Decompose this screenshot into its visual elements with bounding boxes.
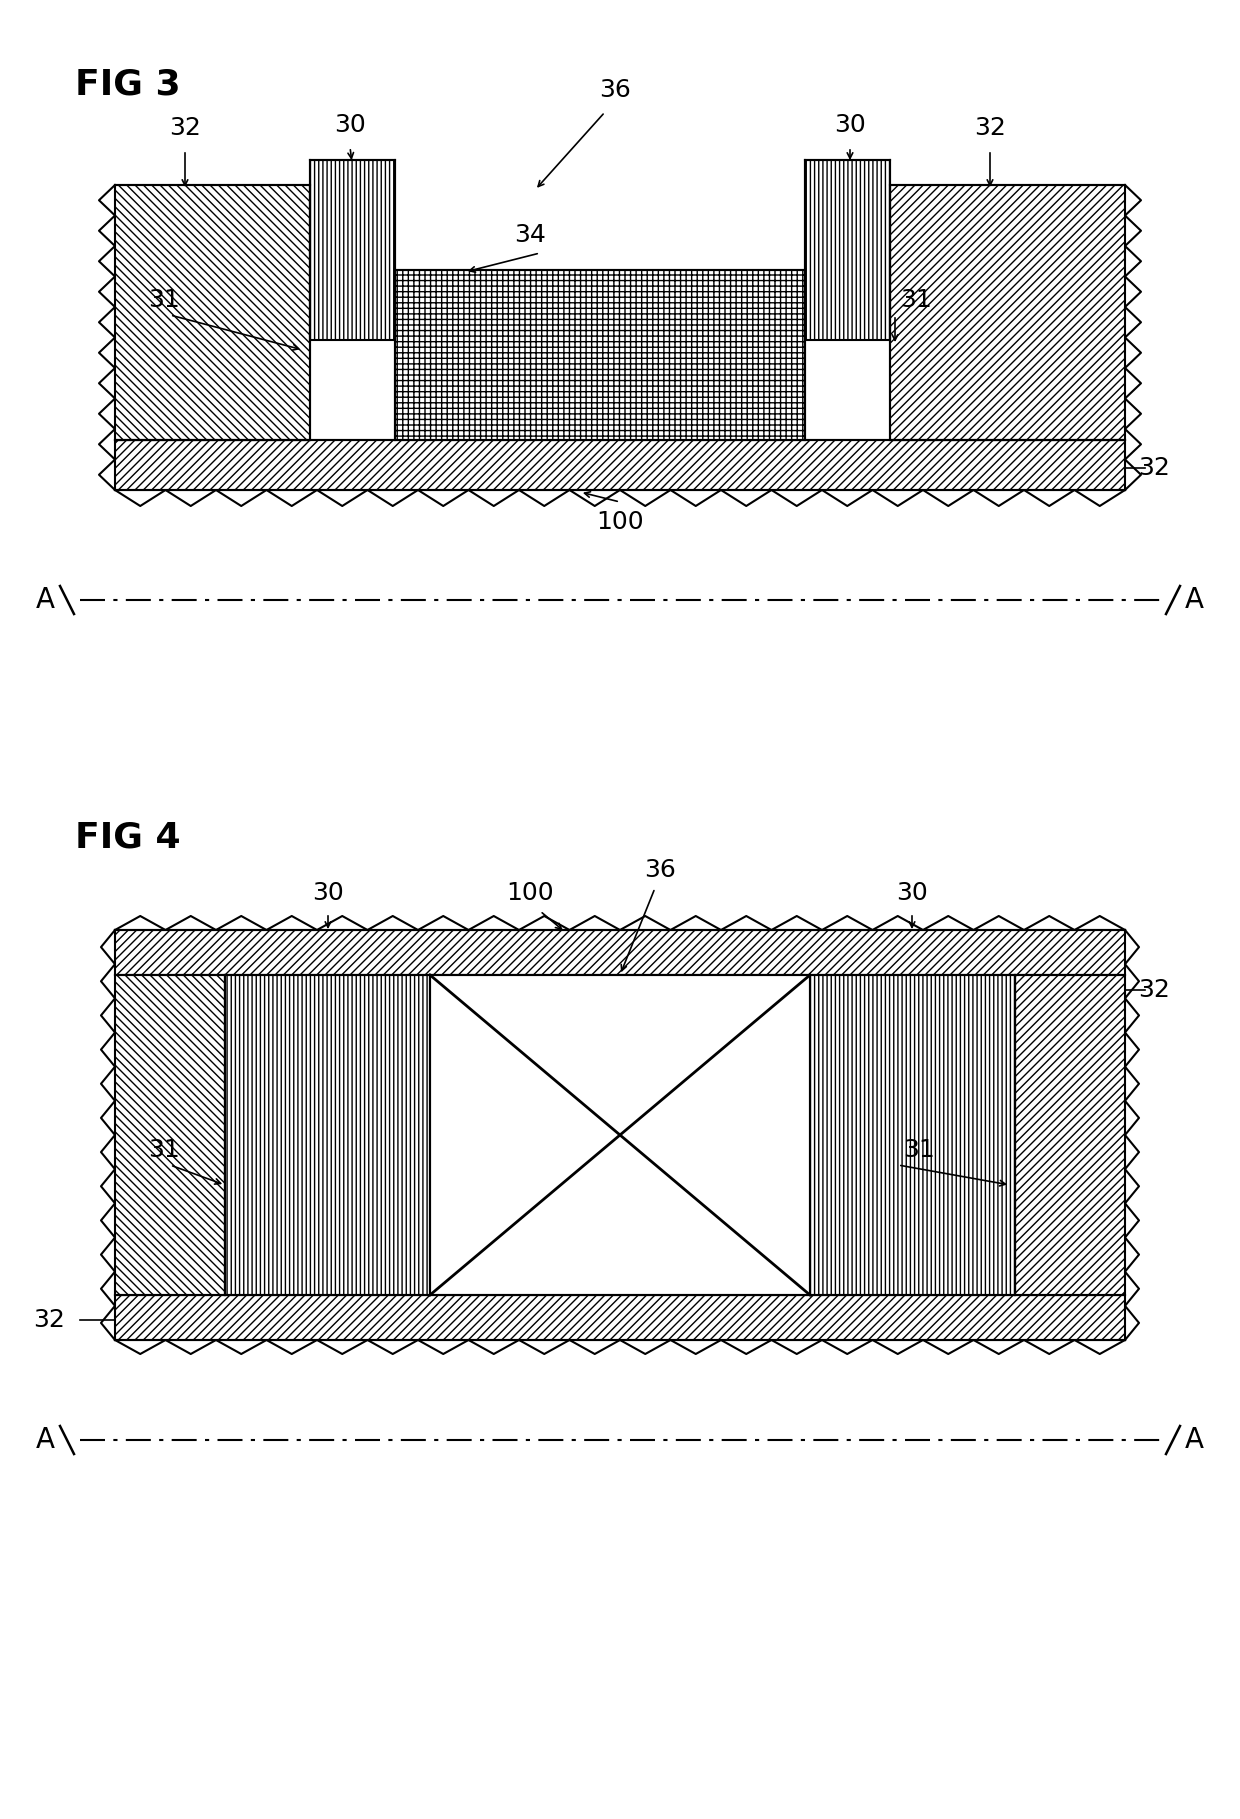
- Bar: [810, 975, 1016, 1295]
- Bar: [396, 269, 805, 440]
- Text: 34: 34: [515, 224, 546, 247]
- Bar: [115, 930, 1125, 975]
- Text: 36: 36: [644, 859, 676, 882]
- Bar: [115, 440, 1125, 489]
- Text: 100: 100: [506, 880, 554, 906]
- Text: A: A: [36, 586, 55, 615]
- Text: 31: 31: [903, 1139, 935, 1162]
- Text: 30: 30: [312, 880, 343, 906]
- Bar: [1016, 975, 1125, 1295]
- Text: 32: 32: [1138, 457, 1169, 480]
- Text: 36: 36: [599, 78, 631, 102]
- Text: A: A: [1185, 1426, 1204, 1453]
- Bar: [310, 160, 396, 340]
- Text: FIG 3: FIG 3: [74, 67, 181, 102]
- Text: 32: 32: [169, 116, 201, 140]
- Text: 32: 32: [1138, 979, 1169, 1002]
- Text: 30: 30: [334, 113, 366, 136]
- Bar: [890, 186, 1125, 440]
- Text: 30: 30: [835, 113, 866, 136]
- Bar: [430, 975, 810, 1295]
- Text: 31: 31: [148, 287, 180, 313]
- Bar: [115, 1295, 1125, 1341]
- Text: FIG 4: FIG 4: [74, 820, 181, 853]
- Bar: [224, 975, 430, 1295]
- Text: A: A: [36, 1426, 55, 1453]
- Text: 30: 30: [897, 880, 928, 906]
- Text: 31: 31: [900, 287, 931, 313]
- Text: 32: 32: [33, 1308, 64, 1332]
- Text: 32: 32: [975, 116, 1006, 140]
- Text: A: A: [1185, 586, 1204, 615]
- Text: 31: 31: [148, 1139, 180, 1162]
- Bar: [805, 160, 890, 340]
- Bar: [115, 186, 310, 440]
- Bar: [115, 975, 224, 1295]
- Text: 100: 100: [596, 509, 644, 535]
